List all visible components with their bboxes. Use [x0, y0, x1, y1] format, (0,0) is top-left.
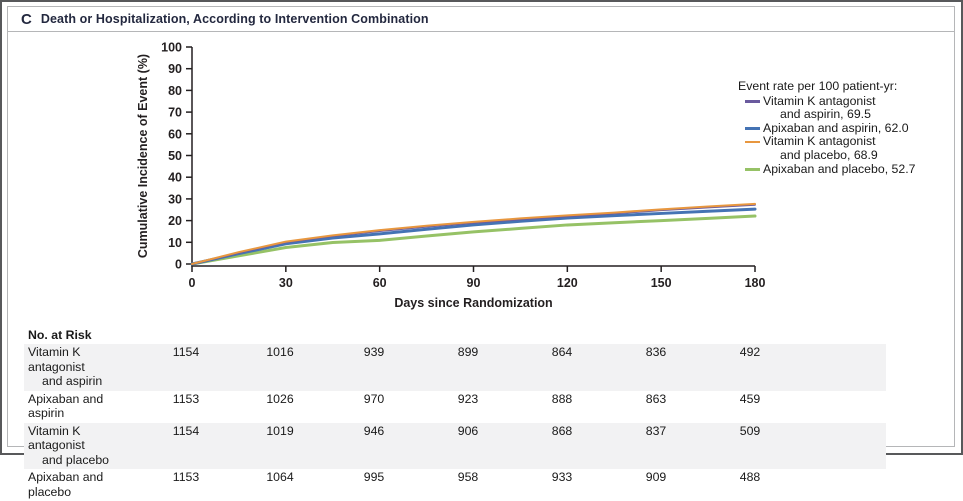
legend-item-label: Vitamin K antagonist and placebo, 68.9: [763, 134, 878, 162]
risk-count-cell: 958: [457, 470, 479, 484]
y-tick-label: 30: [168, 192, 182, 206]
risk-table-rows: Vitamin K antagonist and aspirin 1154 1016 9…: [24, 344, 886, 501]
y-tick-label: 60: [168, 127, 182, 141]
risk-count-cell: 1153: [172, 470, 200, 484]
risk-count-cell: 837: [645, 423, 667, 438]
legend-line-swatch: [745, 168, 760, 171]
risk-row-label: Apixaban and placebo: [28, 470, 104, 499]
panel-title-bar: C Death or Hospitalization, According to…: [8, 7, 954, 32]
x-axis-title: Days since Randomization: [394, 296, 553, 310]
risk-count-cell: 995: [363, 470, 385, 484]
legend-item-label: Vitamin K antagonist and aspirin, 69.5: [763, 93, 876, 122]
risk-row-label: Vitamin K antagonist and placebo: [28, 423, 110, 467]
legend-line-swatch: [745, 140, 760, 144]
risk-count-cell: 1019: [266, 423, 294, 438]
risk-count-cell: 863: [645, 391, 667, 406]
chart-svg: 0 10 20 30 40 50 60 70 80 90 100 0 30 60 90 120 150 180: [161, 41, 766, 291]
risk-count-cell: 970: [363, 391, 385, 406]
y-tick-label: 40: [168, 171, 182, 185]
series-line-apixaban-and-placebo: [190, 214, 757, 266]
risk-count-cell: 864: [551, 345, 573, 359]
risk-table-row: Apixaban and aspirin 1153 1026 970 923 888 863…: [24, 391, 886, 423]
risk-count-cell: 906: [457, 423, 479, 438]
risk-count-cell: 492: [739, 345, 761, 359]
risk-row-label: Apixaban and aspirin: [28, 391, 104, 421]
series-line-vitamin-k-antagonist-and-placebo: [191, 202, 756, 265]
y-tick-label: 70: [168, 106, 182, 120]
legend-items: Vitamin K antagonist and aspirin, 69.5 Api…: [738, 93, 953, 177]
y-tick-label: 50: [168, 149, 182, 163]
chart-legend: Event rate per 100 patient-yr: Vitamin K…: [738, 79, 953, 177]
legend-line-swatch: [745, 100, 760, 103]
y-tick-label: 0: [175, 258, 182, 272]
legend-line-swatch: [745, 127, 760, 130]
panel-letter: C: [21, 10, 32, 28]
risk-count-cell: 509: [739, 423, 761, 438]
risk-count-cell: 836: [645, 345, 667, 359]
risk-count-cell: 899: [457, 345, 479, 359]
risk-count-cell: 1153: [172, 391, 200, 406]
risk-table-row: Vitamin K antagonist and aspirin 1154 1016 9…: [24, 344, 886, 391]
legend-item-label: Apixaban and aspirin, 62.0: [763, 120, 909, 135]
x-tick-label: 180: [745, 276, 766, 290]
series-line-apixaban-and-aspirin: [190, 207, 757, 266]
risk-count-cell: 1026: [266, 391, 294, 406]
x-tick-label: 0: [189, 276, 196, 290]
y-tick-label: 10: [168, 236, 182, 250]
risk-table-header: No. at Risk: [28, 328, 92, 342]
risk-count-cell: 923: [457, 391, 479, 406]
risk-count-cell: 1154: [172, 345, 200, 359]
risk-table-row: Apixaban and placebo 1153 1064 995 958 933 909…: [24, 469, 886, 501]
risk-count-cell: 946: [363, 423, 385, 438]
panel-title: Death or Hospitalization, According to I…: [40, 12, 429, 26]
legend-item: Vitamin K antagonist and placebo, 68.9: [738, 135, 953, 162]
risk-count-cell: 933: [551, 470, 573, 484]
risk-count-cell: 488: [739, 470, 761, 484]
x-tick-label: 60: [373, 276, 387, 290]
legend-header: Event rate per 100 patient-yr:: [738, 79, 898, 93]
legend-item: Apixaban and placebo, 52.7: [738, 161, 953, 177]
risk-table: No. at Risk Vitamin K antagonist and aspi…: [24, 327, 886, 501]
legend-item-label: Apixaban and placebo, 52.7: [763, 161, 916, 176]
x-tick-label: 150: [651, 276, 672, 290]
x-tick-label: 90: [467, 276, 481, 290]
legend-item: Vitamin K antagonist and aspirin, 69.5: [738, 93, 953, 122]
risk-count-cell: 1064: [266, 470, 294, 484]
y-tick-label: 20: [168, 214, 182, 228]
risk-count-cell: 888: [551, 391, 573, 406]
x-tick-label: 30: [279, 276, 293, 290]
risk-count-cell: 939: [363, 345, 385, 359]
risk-row-label: Vitamin K antagonist and aspirin: [28, 345, 103, 388]
risk-count-cell: 459: [739, 391, 761, 406]
legend-item: Apixaban and aspirin, 62.0: [738, 120, 953, 136]
y-tick-label: 90: [168, 62, 182, 76]
x-tick-label: 120: [557, 276, 578, 290]
risk-count-cell: 1016: [266, 345, 294, 359]
y-tick-label: 100: [161, 41, 182, 55]
risk-count-cell: 909: [645, 470, 667, 484]
risk-count-cell: 868: [551, 423, 573, 438]
risk-table-row: Vitamin K antagonist and placebo 1154 1019 9…: [24, 422, 886, 469]
y-axis-title: Cumulative Incidence of Event (%): [136, 53, 150, 259]
y-tick-label: 80: [168, 84, 182, 98]
risk-count-cell: 1154: [172, 423, 200, 438]
